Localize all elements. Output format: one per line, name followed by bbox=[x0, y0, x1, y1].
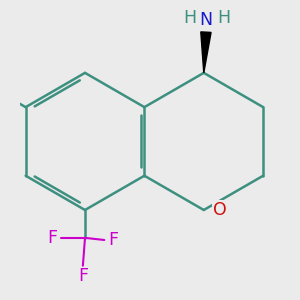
Text: F: F bbox=[47, 229, 57, 247]
Polygon shape bbox=[201, 32, 211, 73]
Text: F: F bbox=[78, 267, 88, 285]
Text: F: F bbox=[109, 231, 119, 249]
Text: H: H bbox=[218, 9, 230, 27]
Text: N: N bbox=[200, 11, 212, 29]
Text: H: H bbox=[183, 9, 196, 27]
Text: O: O bbox=[213, 201, 227, 219]
